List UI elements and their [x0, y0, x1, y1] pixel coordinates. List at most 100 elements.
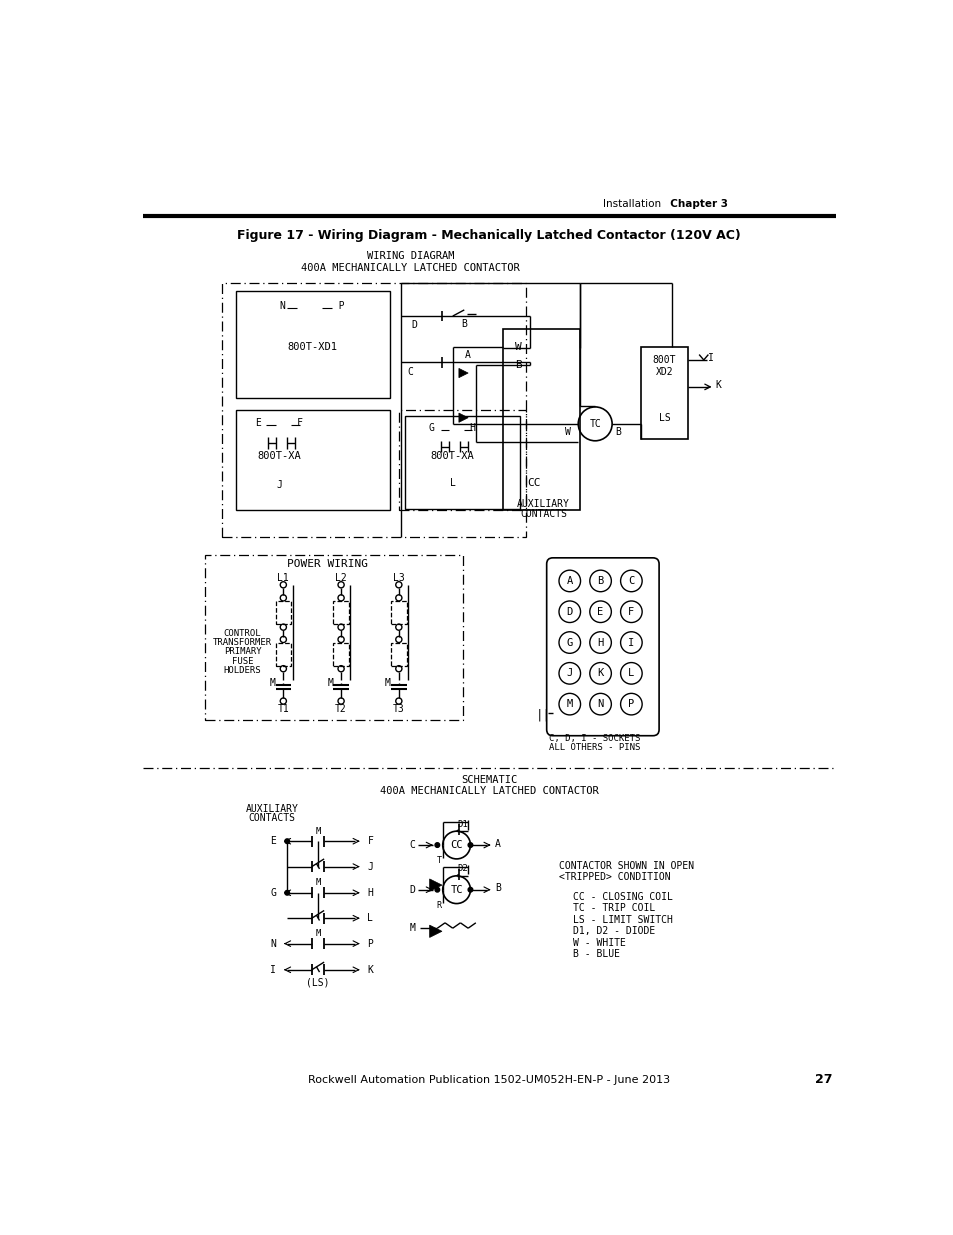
Text: C: C [628, 576, 634, 585]
Text: I: I [270, 965, 276, 974]
Bar [640, 347, 687, 440]
Text: B: B [615, 426, 620, 436]
Text: HOLDERS: HOLDERS [223, 666, 261, 674]
Text: 400A MECHANICALLY LATCHED CONTACTOR: 400A MECHANICALLY LATCHED CONTACTOR [379, 787, 598, 797]
Text: M: M [385, 678, 391, 688]
Text: K: K [597, 668, 603, 678]
Polygon shape [429, 925, 441, 937]
Text: AUXILIARY: AUXILIARY [245, 804, 298, 814]
Bar [235, 410, 389, 510]
Text: T3: T3 [393, 704, 404, 714]
Bar [333, 642, 349, 666]
Text: M: M [315, 929, 320, 939]
Text: B: B [597, 576, 603, 585]
Text: H: H [367, 888, 373, 898]
Text: G      H: G H [429, 422, 476, 432]
Text: T1: T1 [277, 704, 289, 714]
Text: D: D [566, 606, 573, 616]
Text: Figure 17 - Wiring Diagram - Mechanically Latched Contactor (120V AC): Figure 17 - Wiring Diagram - Mechanicall… [236, 228, 740, 242]
Text: A: A [566, 576, 573, 585]
Text: M: M [270, 678, 275, 688]
Bar [205, 555, 462, 720]
Bar [405, 416, 520, 509]
Polygon shape [458, 412, 468, 422]
Text: CC - CLOSING COIL: CC - CLOSING COIL [572, 892, 672, 902]
Text: POWER WIRING: POWER WIRING [287, 559, 368, 569]
Text: <TRIPPED> CONDITION: <TRIPPED> CONDITION [558, 872, 670, 882]
Circle shape [468, 888, 473, 892]
Text: K: K [367, 965, 373, 974]
Bar [391, 601, 406, 624]
Text: D1: D1 [456, 820, 468, 829]
Text: M: M [327, 678, 333, 688]
Text: CONTROL: CONTROL [223, 629, 261, 637]
Text: 800T: 800T [652, 354, 676, 366]
Text: L1: L1 [277, 573, 289, 583]
Text: E: E [270, 836, 276, 846]
Text: P: P [628, 699, 634, 709]
Text: CC: CC [526, 478, 539, 488]
Text: M: M [566, 699, 573, 709]
Text: T2: T2 [335, 704, 347, 714]
Circle shape [285, 890, 289, 895]
Text: M: M [315, 826, 320, 836]
Text: W: W [515, 342, 521, 352]
Text: ||: || [536, 709, 551, 721]
Text: CONTACTS: CONTACTS [248, 813, 295, 823]
Bar [221, 283, 525, 537]
Text: TC: TC [450, 884, 462, 894]
Text: TC: TC [589, 419, 600, 429]
Text: N: N [270, 939, 276, 948]
Text: SCHEMATIC: SCHEMATIC [460, 776, 517, 785]
Polygon shape [458, 368, 468, 378]
Text: D: D [411, 320, 416, 330]
Text: J: J [367, 862, 373, 872]
Text: W - WHITE: W - WHITE [572, 937, 625, 947]
Bar [275, 642, 291, 666]
Text: E      F: E F [255, 419, 303, 429]
Text: M: M [315, 878, 320, 887]
Text: E: E [597, 606, 603, 616]
Text: L3: L3 [393, 573, 404, 583]
Text: D: D [409, 884, 415, 894]
Circle shape [435, 888, 439, 892]
Text: 800T-XD1: 800T-XD1 [287, 342, 337, 352]
Text: TC - TRIP COIL: TC - TRIP COIL [572, 903, 655, 913]
Text: Chapter 3: Chapter 3 [662, 199, 727, 210]
Text: L: L [628, 668, 634, 678]
Text: A: A [465, 350, 471, 359]
Text: M: M [410, 924, 416, 934]
Text: D2: D2 [456, 864, 468, 873]
Text: J: J [276, 479, 282, 490]
Text: J: J [566, 668, 573, 678]
Text: 800T-XA: 800T-XA [431, 451, 474, 461]
Polygon shape [429, 879, 441, 892]
Text: D1, D2 - DIODE: D1, D2 - DIODE [572, 926, 655, 936]
Text: CONTACTOR SHOWN IN OPEN: CONTACTOR SHOWN IN OPEN [558, 861, 694, 871]
Text: 800T-XA: 800T-XA [257, 451, 301, 461]
Text: G: G [270, 888, 276, 898]
Text: C: C [407, 367, 413, 377]
Text: R: R [436, 900, 441, 910]
Bar [502, 330, 579, 510]
Text: C, D, I - SOCKETS: C, D, I - SOCKETS [549, 734, 640, 742]
Bar [391, 642, 406, 666]
Circle shape [468, 842, 473, 847]
Text: (LS): (LS) [306, 977, 330, 987]
Text: CC: CC [450, 840, 462, 850]
Text: 27: 27 [814, 1073, 832, 1087]
Text: B: B [515, 361, 521, 370]
Text: P: P [367, 939, 373, 948]
Text: TRANSFORMER: TRANSFORMER [213, 638, 272, 647]
Text: 400A MECHANICALLY LATCHED CONTACTOR: 400A MECHANICALLY LATCHED CONTACTOR [301, 263, 519, 273]
Text: L2: L2 [335, 573, 347, 583]
Text: LS - LIMIT SWITCH: LS - LIMIT SWITCH [572, 915, 672, 925]
Text: L: L [449, 478, 456, 488]
Text: WIRING DIAGRAM: WIRING DIAGRAM [366, 251, 454, 261]
Bar [398, 410, 525, 510]
Text: L: L [367, 913, 373, 924]
Text: CONTACTS: CONTACTS [519, 509, 566, 519]
Text: LS: LS [658, 412, 670, 422]
Text: T: T [436, 856, 441, 864]
Text: B - BLUE: B - BLUE [572, 950, 619, 960]
